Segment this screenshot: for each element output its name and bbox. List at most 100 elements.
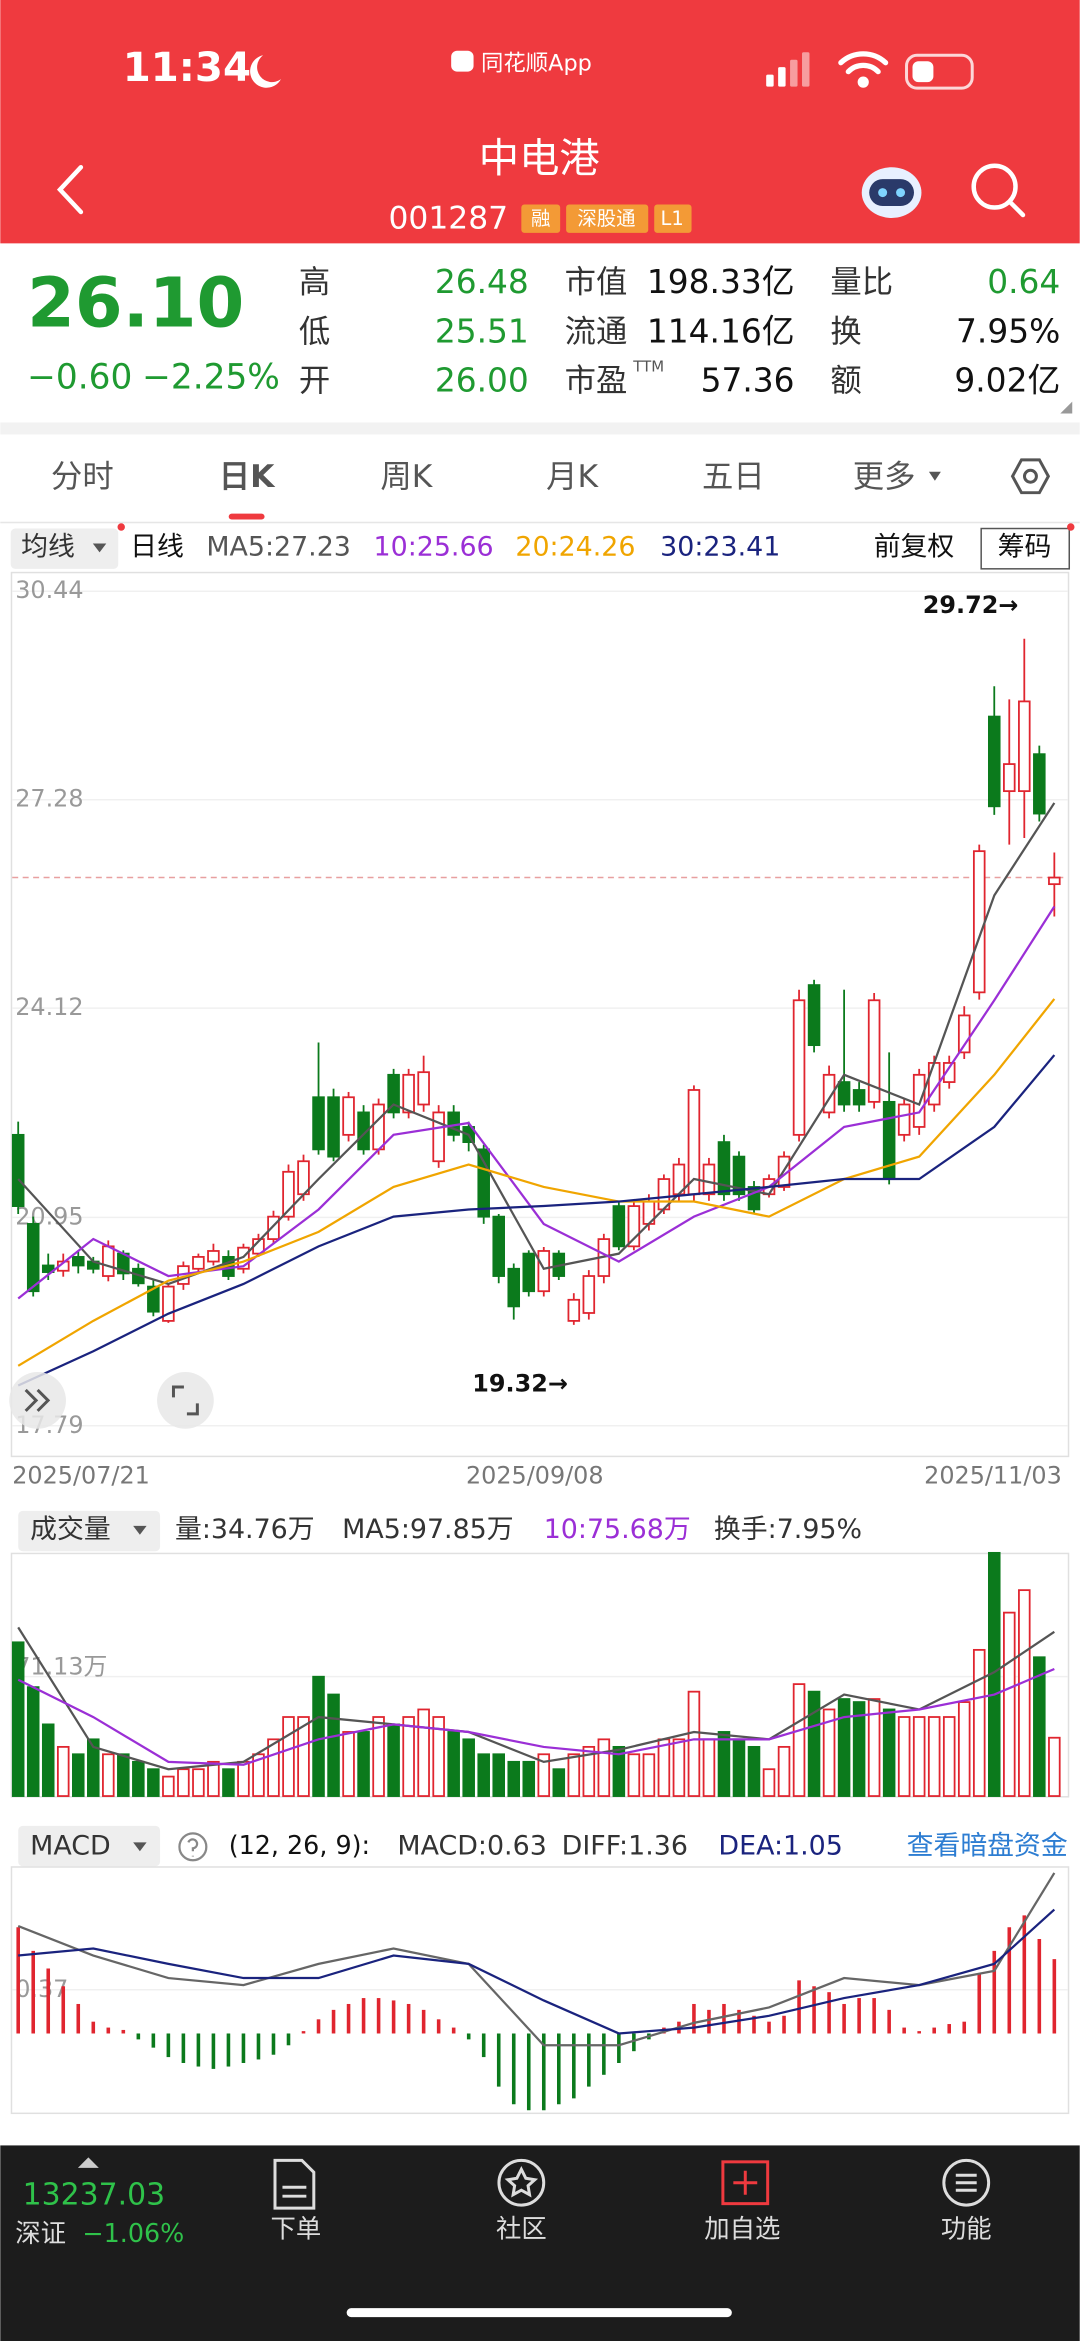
candle-body [507, 1267, 521, 1308]
volume-bar [567, 1753, 581, 1797]
volume-bar [747, 1745, 761, 1797]
candle-body [327, 1096, 340, 1158]
stat-value: 198.33亿 [647, 263, 795, 301]
y-tick-label: 20.95 [15, 1202, 83, 1230]
fullscreen-button[interactable] [157, 1372, 214, 1429]
volume-bar [687, 1690, 701, 1797]
volume-bar [222, 1768, 235, 1797]
tab[interactable]: 周K [380, 459, 433, 495]
volume-bar [102, 1753, 115, 1797]
candle-body [1033, 753, 1046, 815]
price-change: −0.60 [27, 358, 132, 398]
stat-label: 量比 [830, 265, 893, 301]
help-icon[interactable] [178, 1832, 208, 1862]
volume-bar [297, 1716, 310, 1797]
ma-line [17, 802, 1056, 1286]
order-icon [273, 2158, 316, 2210]
volume-bar [882, 1708, 896, 1797]
volume-bar [552, 1768, 566, 1797]
volume-bar [282, 1716, 295, 1797]
tab[interactable]: 月K [546, 459, 599, 495]
index-name: 深证 [15, 2218, 66, 2248]
ma-line [17, 905, 1056, 1300]
status-time: 11:34 [123, 44, 251, 91]
candle-body [282, 1170, 295, 1218]
index-value: 13237.03 [23, 2178, 165, 2213]
candle-body [912, 1073, 926, 1128]
settings-icon [1022, 468, 1038, 484]
volume-bar [327, 1693, 340, 1797]
tag: 融 [531, 207, 550, 230]
macd-button[interactable] [18, 1825, 161, 1867]
chip: 筹码 [998, 531, 1052, 562]
expand-button[interactable] [9, 1372, 66, 1429]
stat-value: 26.00 [435, 362, 529, 400]
candle-body [11, 1133, 25, 1208]
battery-icon [905, 53, 974, 90]
expand-arrow[interactable] [77, 2157, 99, 2168]
candle-body [972, 850, 986, 994]
volume-button[interactable] [18, 1510, 161, 1552]
tab[interactable]: 日K [219, 459, 276, 495]
stock-code: 001287 [388, 200, 508, 236]
dark-pool-link[interactable]: 查看暗盘资金 [907, 1830, 1068, 1861]
battery-level [912, 61, 934, 83]
tag-bg [654, 204, 692, 233]
tab[interactable]: 更多 [853, 459, 916, 495]
candle-body [71, 1256, 85, 1267]
nav-item[interactable]: 功能 [941, 2214, 992, 2244]
candle-body [942, 1062, 956, 1083]
candle-body [957, 1014, 971, 1054]
volume-bar [477, 1753, 490, 1797]
stock-title: 中电港 [479, 135, 600, 182]
candle-body [1003, 763, 1016, 793]
volume-label: 量:34.76万 [175, 1514, 315, 1545]
volume-ma-line [17, 1626, 1055, 1771]
adjust[interactable]: 前复权 [874, 531, 955, 562]
candle-body [537, 1250, 551, 1293]
home-indicator [346, 2308, 732, 2318]
volume-bar [642, 1753, 656, 1797]
stat-label: 流通 [565, 314, 628, 350]
volume-bar [792, 1683, 806, 1797]
diff-line [17, 1872, 1056, 2047]
tab[interactable]: 五日 [702, 459, 765, 495]
price-change-pct: −2.25% [142, 358, 280, 398]
volume-bar [957, 1701, 971, 1797]
watch-icon [721, 2160, 770, 2206]
tab[interactable]: 分时 [51, 459, 114, 495]
back-button[interactable] [56, 164, 84, 215]
indicator-button[interactable] [10, 528, 119, 569]
volume-legend: 量:34.76万 MA5:97.85万 10:75.68万 换手:7.95% [175, 1514, 862, 1545]
settings-button[interactable] [1010, 458, 1051, 495]
x-tick-label: 2025/07/21 [12, 1462, 150, 1490]
tabs: 分时 日K 周K 月K 五日 更多 [51, 459, 915, 520]
volume-bar [357, 1731, 370, 1797]
volume-bar [732, 1738, 746, 1797]
chip-button[interactable] [980, 527, 1071, 570]
volume-bar [612, 1745, 626, 1797]
candle-body [312, 1096, 325, 1151]
assistant-button[interactable] [861, 167, 922, 218]
app-icon [451, 50, 474, 72]
price-annotation: 29.72→ [923, 591, 1019, 619]
macd-legend: MACD:0.63 DIFF:1.36 DEA:1.05 [397, 1830, 842, 1861]
volume-bar [71, 1753, 85, 1797]
nav-item[interactable]: 下单 [271, 2214, 322, 2244]
volume-bar [312, 1675, 325, 1797]
volume-bar [702, 1738, 716, 1797]
search-button[interactable] [971, 163, 1026, 218]
nav-item[interactable]: 加自选 [704, 2214, 780, 2244]
volume-label: 换手:7.95% [714, 1514, 862, 1545]
volume-bar [522, 1760, 536, 1797]
volume-bar [852, 1701, 866, 1797]
candle-body [267, 1215, 280, 1240]
candle-body [822, 1073, 836, 1114]
nav-item[interactable]: 社区 [496, 2214, 547, 2244]
help-mark [187, 1838, 199, 1857]
candle-body [402, 1073, 415, 1114]
tag-bg [566, 204, 649, 233]
